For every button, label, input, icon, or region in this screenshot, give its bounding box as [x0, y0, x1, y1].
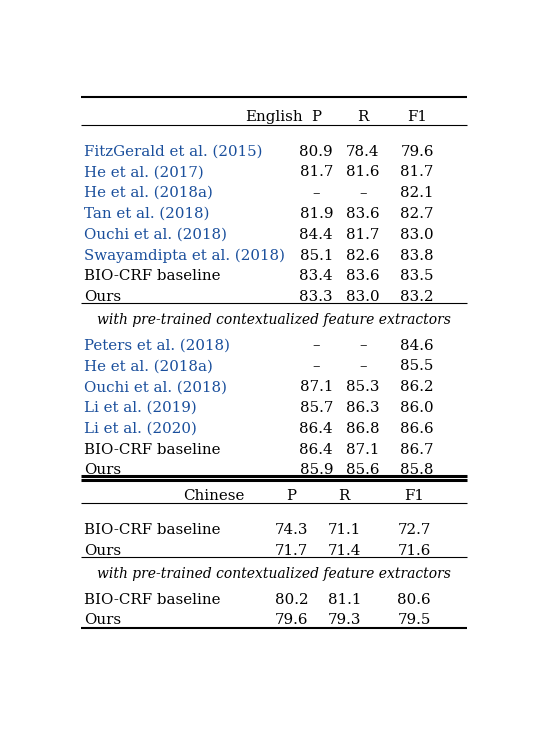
Text: –: – — [312, 186, 320, 200]
Text: with pre-trained contextualized feature extractors: with pre-trained contextualized feature … — [97, 567, 451, 581]
Text: 82.1: 82.1 — [400, 186, 434, 200]
Text: 80.6: 80.6 — [397, 593, 431, 606]
Text: 72.7: 72.7 — [397, 523, 430, 538]
Text: 85.8: 85.8 — [400, 463, 434, 477]
Text: R: R — [357, 110, 368, 124]
Text: BIO-CRF baseline: BIO-CRF baseline — [84, 523, 221, 538]
Text: 86.4: 86.4 — [300, 422, 333, 435]
Text: Li et al. (2019): Li et al. (2019) — [84, 401, 197, 415]
Text: He et al. (2017): He et al. (2017) — [84, 166, 203, 179]
Text: He et al. (2018a): He et al. (2018a) — [84, 359, 213, 373]
Text: 85.1: 85.1 — [300, 249, 333, 262]
Text: Chinese: Chinese — [183, 488, 245, 503]
Text: 85.3: 85.3 — [346, 380, 380, 394]
Text: 81.6: 81.6 — [346, 166, 380, 179]
Text: Peters et al. (2018): Peters et al. (2018) — [84, 339, 230, 352]
Text: 86.3: 86.3 — [346, 401, 380, 415]
Text: BIO-CRF baseline: BIO-CRF baseline — [84, 442, 221, 457]
Text: 85.9: 85.9 — [300, 463, 333, 477]
Text: 86.7: 86.7 — [400, 442, 434, 457]
Text: with pre-trained contextualized feature extractors: with pre-trained contextualized feature … — [97, 313, 451, 327]
Text: 87.1: 87.1 — [346, 442, 380, 457]
Text: 78.4: 78.4 — [346, 144, 380, 159]
Text: R: R — [339, 488, 350, 503]
Text: –: – — [359, 339, 366, 352]
Text: 71.4: 71.4 — [327, 544, 361, 558]
Text: 71.7: 71.7 — [275, 544, 308, 558]
Text: 84.4: 84.4 — [300, 228, 333, 242]
Text: Ours: Ours — [84, 613, 121, 627]
Text: 80.9: 80.9 — [300, 144, 333, 159]
Text: English: English — [245, 110, 302, 124]
Text: He et al. (2018a): He et al. (2018a) — [84, 186, 213, 200]
Text: Swayamdipta et al. (2018): Swayamdipta et al. (2018) — [84, 248, 285, 262]
Text: Ours: Ours — [84, 544, 121, 558]
Text: 83.0: 83.0 — [400, 228, 434, 242]
Text: 79.5: 79.5 — [397, 613, 430, 627]
Text: 84.6: 84.6 — [400, 339, 434, 352]
Text: 82.6: 82.6 — [346, 249, 380, 262]
Text: 83.0: 83.0 — [346, 290, 380, 304]
Text: 86.2: 86.2 — [400, 380, 434, 394]
Text: 83.3: 83.3 — [300, 290, 333, 304]
Text: F1: F1 — [404, 488, 424, 503]
Text: 85.7: 85.7 — [300, 401, 333, 415]
Text: 74.3: 74.3 — [275, 523, 308, 538]
Text: 85.5: 85.5 — [400, 359, 434, 373]
Text: 83.5: 83.5 — [400, 269, 434, 284]
Text: –: – — [359, 359, 366, 373]
Text: 86.4: 86.4 — [300, 442, 333, 457]
Text: Ouchi et al. (2018): Ouchi et al. (2018) — [84, 380, 226, 394]
Text: 81.9: 81.9 — [300, 207, 333, 221]
Text: P: P — [287, 488, 296, 503]
Text: 87.1: 87.1 — [300, 380, 333, 394]
Text: –: – — [312, 339, 320, 352]
Text: P: P — [311, 110, 321, 124]
Text: 81.1: 81.1 — [327, 593, 361, 606]
Text: 83.6: 83.6 — [346, 207, 380, 221]
Text: Ouchi et al. (2018): Ouchi et al. (2018) — [84, 228, 226, 242]
Text: 82.7: 82.7 — [400, 207, 434, 221]
Text: 79.6: 79.6 — [275, 613, 308, 627]
Text: 79.6: 79.6 — [400, 144, 434, 159]
Text: 81.7: 81.7 — [400, 166, 434, 179]
Text: 81.7: 81.7 — [346, 228, 380, 242]
Text: FitzGerald et al. (2015): FitzGerald et al. (2015) — [84, 144, 262, 159]
Text: 86.6: 86.6 — [400, 422, 434, 435]
Text: 80.2: 80.2 — [274, 593, 308, 606]
Text: –: – — [312, 359, 320, 373]
Text: 71.1: 71.1 — [327, 523, 361, 538]
Text: 81.7: 81.7 — [300, 166, 333, 179]
Text: 86.8: 86.8 — [346, 422, 380, 435]
Text: BIO-CRF baseline: BIO-CRF baseline — [84, 269, 221, 284]
Text: F1: F1 — [407, 110, 427, 124]
Text: 85.6: 85.6 — [346, 463, 380, 477]
Text: Tan et al. (2018): Tan et al. (2018) — [84, 207, 209, 221]
Text: 83.2: 83.2 — [400, 290, 434, 304]
Text: 83.8: 83.8 — [400, 249, 434, 262]
Text: BIO-CRF baseline: BIO-CRF baseline — [84, 593, 221, 606]
Text: 83.4: 83.4 — [300, 269, 333, 284]
Text: Li et al. (2020): Li et al. (2020) — [84, 422, 197, 435]
Text: –: – — [359, 186, 366, 200]
Text: 71.6: 71.6 — [397, 544, 430, 558]
Text: Ours: Ours — [84, 463, 121, 477]
Text: 86.0: 86.0 — [400, 401, 434, 415]
Text: Ours: Ours — [84, 290, 121, 304]
Text: 83.6: 83.6 — [346, 269, 380, 284]
Text: 79.3: 79.3 — [327, 613, 361, 627]
